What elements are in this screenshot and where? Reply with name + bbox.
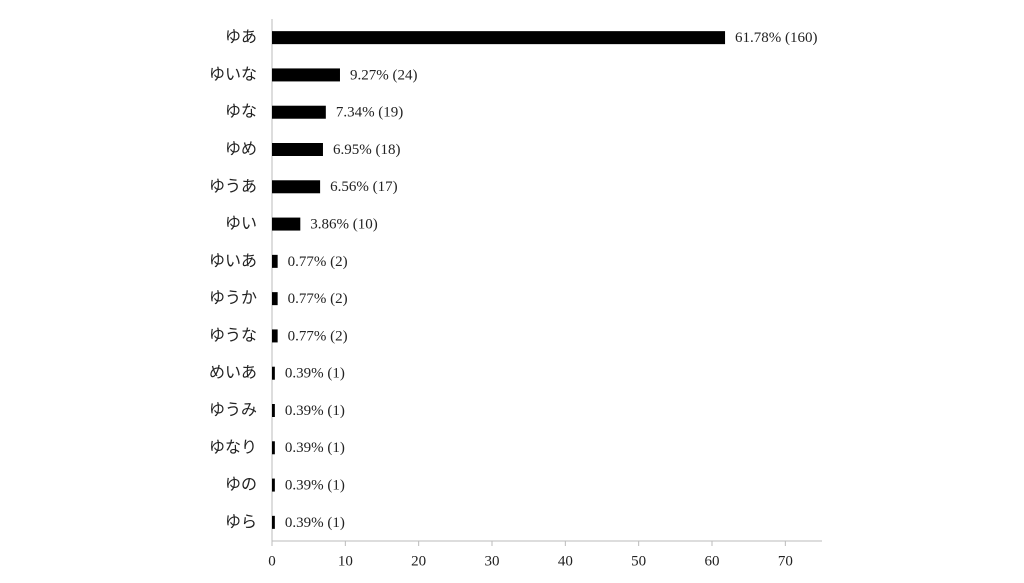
value-label: 7.34% (19) [336, 105, 404, 121]
bar [272, 366, 275, 380]
value-label: 0.39% (1) [285, 440, 345, 456]
bar [272, 292, 278, 306]
x-tick-label: 60 [705, 553, 720, 569]
bar [272, 441, 275, 455]
x-tick-label: 70 [778, 553, 793, 569]
value-label: 0.39% (1) [285, 478, 345, 494]
bar [272, 329, 278, 343]
value-label: 6.56% (17) [330, 179, 398, 195]
category-label: めいあ [209, 363, 257, 382]
category-label: ゆい [225, 214, 257, 233]
category-label: ゆあ [225, 27, 257, 46]
category-label: ゆいな [209, 64, 257, 83]
bar [272, 515, 275, 529]
x-tick-label: 20 [411, 553, 426, 569]
x-tick-label: 40 [558, 553, 573, 569]
x-tick-label: 50 [631, 553, 646, 569]
value-label: 61.78% (160) [735, 30, 818, 46]
x-tick-label: 0 [268, 553, 276, 569]
bar [272, 105, 326, 119]
bar [272, 404, 275, 417]
category-label: ゆうか [209, 288, 257, 307]
value-label: 0.39% (1) [285, 515, 345, 531]
bar [272, 478, 275, 492]
value-label: 6.95% (18) [333, 142, 401, 158]
category-label: ゆなり [209, 437, 257, 456]
value-label: 0.39% (1) [285, 403, 345, 419]
bar [272, 180, 321, 194]
category-label: ゆら [225, 512, 257, 531]
bar [272, 143, 323, 156]
category-label: ゆめ [225, 139, 257, 158]
category-label: ゆうな [209, 325, 257, 344]
value-label: 0.39% (1) [285, 366, 345, 382]
bar [272, 254, 278, 268]
x-tick-label: 10 [338, 553, 353, 569]
bar [272, 68, 340, 82]
category-label: ゆな [225, 102, 257, 121]
category-label: ゆうあ [209, 176, 257, 195]
value-label: 0.77% (2) [288, 254, 348, 270]
bar [272, 31, 726, 45]
value-label: 0.77% (2) [288, 291, 348, 307]
value-label: 9.27% (24) [350, 67, 418, 83]
value-label: 3.86% (10) [310, 217, 378, 233]
x-tick-label: 30 [485, 553, 500, 569]
category-label: ゆうみ [209, 400, 257, 419]
bar [272, 217, 301, 231]
category-label: ゆいあ [209, 251, 257, 270]
value-label: 0.77% (2) [288, 328, 348, 344]
category-label: ゆの [225, 475, 257, 494]
